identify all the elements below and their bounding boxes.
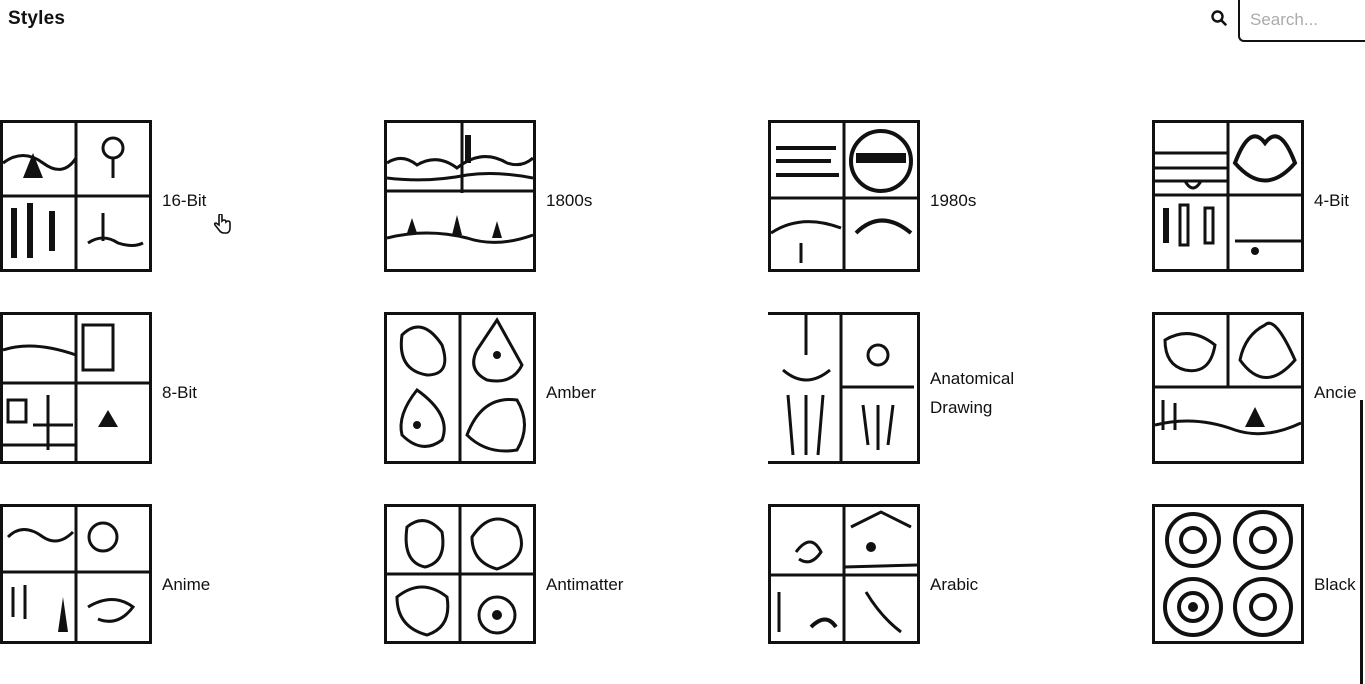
style-card-4-bit[interactable]: 4-Bit [1152, 120, 1365, 275]
style-thumbnail [0, 312, 152, 464]
style-thumbnail [0, 120, 152, 272]
styles-grid: 16-Bit 1800s [0, 120, 1365, 660]
style-thumbnail [384, 504, 536, 644]
style-card-amber[interactable]: Amber [384, 312, 684, 467]
search-icon[interactable] [1210, 9, 1228, 27]
style-thumbnail [768, 504, 920, 644]
page-title: Styles [8, 8, 66, 29]
style-thumbnail [1152, 120, 1304, 272]
style-card-arabic[interactable]: Arabic [768, 504, 1068, 659]
style-label: Anatomical Drawing [930, 369, 1015, 417]
style-card-8-bit[interactable]: 8-Bit [0, 312, 300, 467]
scrollbar[interactable] [1360, 400, 1363, 684]
style-card-ancie[interactable]: Ancie [1152, 312, 1365, 467]
style-label: Amber [546, 383, 597, 402]
style-label: Ancie [1314, 383, 1357, 402]
style-label: 8-Bit [162, 383, 197, 402]
style-card-16-bit[interactable]: 16-Bit [0, 120, 300, 275]
style-card-1980s[interactable]: 1980s [768, 120, 1068, 275]
style-label: Arabic [930, 575, 979, 594]
pointer-cursor-icon [213, 214, 231, 234]
style-thumbnail [768, 312, 920, 464]
style-thumbnail [384, 312, 536, 464]
style-thumbnail [384, 120, 536, 272]
style-card-1800s[interactable]: 1800s [384, 120, 684, 275]
search-input[interactable] [1238, 0, 1365, 42]
style-card-antimatter[interactable]: Antimatter [384, 504, 684, 659]
style-label: Black [1314, 575, 1356, 594]
style-card-black[interactable]: Black [1152, 504, 1365, 659]
style-thumbnail [1152, 504, 1304, 644]
style-card-anatomical-drawing[interactable]: Anatomical Drawing [768, 312, 1068, 467]
style-label: 1800s [546, 191, 593, 210]
header: Styles [0, 0, 1365, 42]
style-label: 1980s [930, 191, 977, 210]
style-label: Anime [162, 575, 211, 594]
style-thumbnail [768, 120, 920, 272]
style-thumbnail [0, 504, 152, 644]
style-label: Antimatter [546, 575, 624, 594]
style-label: 4-Bit [1314, 191, 1349, 210]
style-label: 16-Bit [162, 191, 207, 210]
style-card-anime[interactable]: Anime [0, 504, 300, 659]
style-thumbnail [1152, 312, 1304, 464]
